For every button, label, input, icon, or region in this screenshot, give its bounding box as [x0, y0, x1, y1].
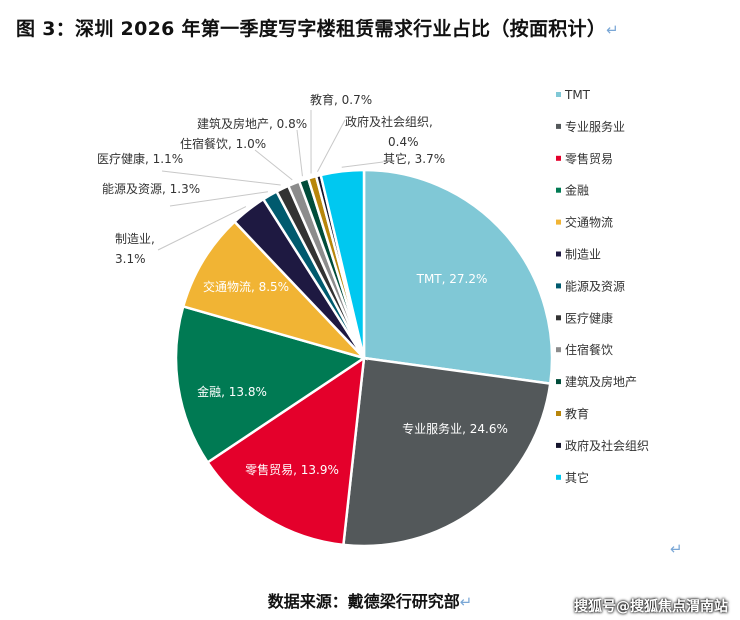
data-label: 教育, 0.7%	[310, 92, 372, 107]
data-label: 政府及社会组织,	[345, 114, 433, 129]
leader-line	[161, 170, 281, 186]
legend-entry: 政府及社会组织	[565, 438, 649, 453]
data-label: 住宿餐饮, 1.0%	[180, 136, 266, 151]
legend-entry: 零售贸易	[565, 151, 613, 166]
legend-swatch	[556, 411, 561, 416]
data-label: 交通物流, 8.5%	[203, 279, 289, 294]
watermark: 搜狐号@搜狐焦点渭南站	[574, 599, 728, 615]
pie-slice-12	[319, 168, 366, 359]
data-label: 能源及资源, 1.3%	[102, 182, 200, 196]
legend-entry: 医疗健康	[565, 310, 613, 325]
legend-swatch	[556, 187, 561, 193]
data-label: 3.1%	[115, 252, 146, 266]
legend-entry: 住宿餐饮	[565, 342, 613, 357]
legend-swatch	[556, 92, 561, 97]
data-label: 零售贸易, 13.9%	[245, 462, 339, 477]
legend-entry: TMT	[564, 88, 591, 102]
leader-line	[296, 129, 303, 177]
data-label: 制造业,	[115, 232, 155, 246]
data-label: 金融, 13.8%	[197, 384, 267, 399]
data-label: TMT, 27.2%	[416, 272, 488, 286]
pie-slice-0	[362, 168, 554, 385]
data-label: 其它, 3.7%	[383, 151, 445, 166]
legend-entry: 制造业	[565, 248, 601, 262]
title-text: 图 3：深圳 2026 年第一季度写字楼租赁需求行业占比（按面积计）	[16, 18, 607, 40]
legend-entry: 建筑及房地产	[565, 374, 637, 389]
legend-swatch	[556, 474, 561, 480]
leader-line	[254, 149, 293, 181]
pie-slice-2	[205, 355, 366, 547]
legend-swatch	[556, 123, 561, 129]
pie-slice-1	[342, 356, 552, 548]
legend-swatch	[556, 315, 561, 321]
legend-entry: 教育	[565, 406, 589, 421]
leader-line	[169, 191, 268, 207]
legend-entry: 金融	[565, 183, 589, 198]
return-mark: ↵	[670, 540, 683, 558]
legend-swatch	[556, 283, 561, 289]
legend-swatch	[556, 155, 561, 161]
data-label: 建筑及房地产, 0.8%	[197, 116, 307, 131]
legend-swatch	[556, 379, 561, 385]
source-text: 数据来源：戴德梁行研究部	[267, 592, 460, 611]
leader-line	[157, 206, 247, 251]
data-label: 医疗健康, 1.1%	[97, 151, 183, 166]
leader-line	[317, 119, 346, 172]
data-label: 专业服务业, 24.6%	[402, 421, 508, 436]
legend-entry: 能源及资源	[565, 279, 625, 293]
legend-entry: 专业服务业	[565, 119, 625, 134]
legend-swatch	[556, 219, 561, 225]
chart-title: 图 3：深圳 2026 年第一季度写字楼租赁需求行业占比（按面积计）↵	[16, 14, 619, 41]
legend-swatch	[556, 442, 561, 448]
legend-swatch	[556, 347, 561, 353]
data-label: 0.4%	[388, 135, 419, 149]
pie-slice-4	[181, 219, 369, 361]
return-mark: ↵	[606, 21, 620, 39]
legend-entry: 交通物流	[565, 215, 613, 230]
return-mark: ↵	[459, 593, 473, 611]
legend-swatch	[556, 251, 561, 257]
legend-entry: 其它	[565, 470, 589, 485]
source-note: 数据来源：戴德梁行研究部↵	[0, 588, 740, 612]
leader-line	[341, 161, 384, 168]
